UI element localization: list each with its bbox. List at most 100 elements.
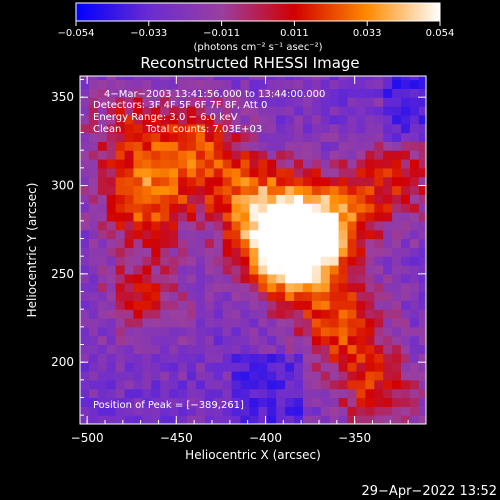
heatmap-cell: [160, 76, 170, 81]
heatmap-cell: [97, 282, 108, 293]
heatmap-cell: [302, 212, 313, 222]
heatmap-cell: [178, 388, 188, 399]
heatmap-cell: [187, 167, 197, 178]
heatmap-cell: [178, 265, 188, 275]
heatmap-cell: [285, 141, 295, 151]
annotation-block: 4−Mar−2003 13:41:56.000 to 13:44:00.000 …: [93, 89, 325, 411]
heatmap-cell: [258, 291, 268, 301]
heatmap-cell: [88, 97, 99, 107]
heatmap-cell: [392, 97, 402, 107]
heatmap-cell: [338, 256, 349, 266]
heatmap-cell: [294, 344, 304, 354]
heatmap-cell: [418, 300, 426, 310]
heatmap-cell: [258, 273, 268, 284]
heatmap-cell: [356, 76, 366, 81]
heatmap-cell: [204, 282, 215, 293]
heatmap-cell: [115, 97, 126, 107]
heatmap-cell: [383, 106, 393, 116]
heatmap-cell: [329, 256, 340, 266]
heatmap-cell: [329, 194, 340, 204]
heatmap-cell: [356, 123, 366, 134]
heatmap-cell: [222, 344, 233, 354]
heatmap-cell: [320, 185, 331, 195]
heatmap-cell: [311, 167, 322, 178]
heatmap-cell: [106, 185, 117, 195]
heatmap-cell: [204, 247, 215, 257]
heatmap-cell: [231, 159, 242, 169]
heatmap-cell: [365, 97, 375, 107]
heatmap-cell: [294, 185, 304, 195]
heatmap-cell: [213, 291, 224, 301]
heatmap-cell: [365, 220, 375, 231]
heatmap-cell: [195, 282, 206, 293]
heatmap-cell: [124, 379, 135, 390]
heatmap-cell: [392, 203, 402, 213]
heatmap-cell: [311, 247, 322, 257]
heatmap-cell: [302, 256, 313, 266]
heatmap-cell: [276, 185, 286, 195]
heatmap-cell: [160, 238, 170, 248]
heatmap-cell: [258, 88, 268, 98]
heatmap-cell: [204, 88, 215, 98]
heatmap-cell: [418, 176, 426, 187]
heatmap-cell: [329, 318, 340, 328]
heatmap-cell: [285, 388, 295, 399]
heatmap-cell: [338, 247, 349, 257]
heatmap-cell: [249, 220, 259, 231]
heatmap-cell: [195, 167, 206, 178]
heatmap-cell: [204, 167, 215, 178]
heatmap-cell: [329, 300, 340, 310]
x-tick-label: −350: [338, 431, 371, 445]
heatmap-cell: [383, 132, 393, 142]
heatmap-cell: [294, 132, 304, 142]
heatmap-cell: [133, 265, 144, 275]
heatmap-cell: [97, 150, 108, 160]
heatmap-cell: [88, 379, 99, 390]
heatmap-cell: [311, 123, 322, 134]
heatmap-cell: [249, 362, 259, 372]
heatmap-cell: [115, 291, 126, 301]
heatmap-cell: [294, 194, 304, 204]
heatmap-cell: [285, 212, 295, 222]
heatmap-cell: [124, 353, 135, 363]
heatmap-cell: [347, 167, 358, 178]
heatmap-cell: [267, 106, 277, 116]
heatmap-cell: [276, 114, 286, 125]
heatmap-cell: [151, 76, 161, 81]
heatmap-cell: [374, 273, 384, 284]
heatmap-cell: [409, 371, 420, 381]
heatmap-cell: [115, 362, 126, 372]
heatmap-cell: [356, 185, 366, 195]
heatmap-cell: [365, 397, 375, 407]
heatmap-cell: [276, 300, 286, 310]
heatmap-cell: [383, 335, 393, 346]
chart-title: Reconstructed RHESSI Image: [140, 54, 359, 72]
heatmap-cell: [329, 291, 340, 301]
heatmap-cell: [374, 167, 384, 178]
heatmap-cell: [115, 371, 126, 381]
heatmap-cell: [383, 150, 393, 160]
heatmap-cell: [80, 203, 90, 213]
heatmap-cell: [258, 194, 268, 204]
heatmap-cell: [133, 388, 144, 399]
heatmap-cell: [347, 76, 358, 81]
heatmap-cell: [240, 256, 251, 266]
heatmap-cell: [338, 194, 349, 204]
heatmap-cell: [80, 265, 90, 275]
heatmap-cell: [401, 167, 411, 178]
heatmap-cell: [338, 97, 349, 107]
heatmap-cell: [311, 114, 322, 125]
heatmap-cell: [276, 159, 286, 169]
heatmap-cell: [365, 159, 375, 169]
heatmap-cell: [195, 238, 206, 248]
heatmap-cell: [320, 415, 331, 424]
heatmap-cell: [240, 194, 251, 204]
heatmap-cell: [267, 176, 277, 187]
heatmap-cell: [249, 167, 259, 178]
heatmap-cell: [329, 159, 340, 169]
heatmap-cell: [276, 79, 286, 89]
heatmap-cell: [347, 309, 358, 319]
heatmap-cell: [142, 150, 152, 160]
heatmap-cell: [320, 256, 331, 266]
colorbar-tick-label: −0.011: [203, 28, 240, 39]
